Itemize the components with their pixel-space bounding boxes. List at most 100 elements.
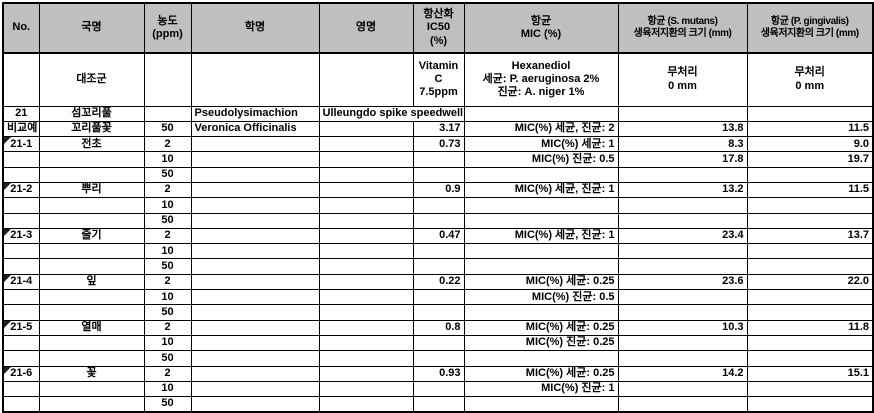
cell-mic[interactable]: MIC(%) 세균: 1: [463, 136, 619, 153]
cell-ic50[interactable]: 0.47: [412, 227, 465, 245]
cell-kname[interactable]: [38, 396, 145, 413]
cell-pgingivalis[interactable]: 13.7: [746, 227, 874, 245]
col-header-kname[interactable]: 국명: [38, 2, 145, 54]
cell-kname[interactable]: 대조군: [38, 52, 145, 107]
cell-kname[interactable]: [38, 258, 145, 275]
cell-smutans[interactable]: [617, 166, 748, 183]
cell-kname[interactable]: [38, 151, 145, 168]
cell-mic[interactable]: [463, 212, 619, 229]
cell-pgingivalis[interactable]: [746, 258, 874, 275]
cell-mic[interactable]: Hexanediol 세균: P. aeruginosa 2% 진균: A. n…: [463, 52, 619, 107]
cell-sciname[interactable]: [190, 151, 320, 168]
cell-conc[interactable]: 10: [143, 197, 192, 214]
col-header-engname[interactable]: 영명: [318, 2, 414, 54]
cell-smutans[interactable]: [617, 350, 748, 367]
cell-kname[interactable]: [38, 166, 145, 183]
cell-sciname[interactable]: [190, 181, 320, 199]
cell-ic50[interactable]: [412, 197, 465, 214]
cell-ic50[interactable]: Vitamin C 7.5ppm: [412, 52, 465, 107]
cell-smutans[interactable]: 23.4: [617, 227, 748, 245]
cell-mic[interactable]: MIC(%) 진균: 1: [463, 380, 619, 398]
cell-conc[interactable]: 50: [143, 304, 192, 321]
cell-no[interactable]: [2, 166, 40, 183]
cell-ic50[interactable]: 0.93: [412, 365, 465, 382]
cell-engname[interactable]: [318, 166, 414, 183]
cell-pgingivalis[interactable]: [746, 166, 874, 183]
cell-mic[interactable]: [463, 258, 619, 275]
cell-no[interactable]: 21: [2, 105, 40, 122]
cell-conc[interactable]: [143, 52, 192, 107]
cell-ic50[interactable]: 0.22: [412, 273, 465, 291]
cell-engname[interactable]: [318, 380, 414, 398]
cell-no[interactable]: 21-5: [2, 319, 40, 336]
cell-kname[interactable]: [38, 212, 145, 229]
cell-engname[interactable]: [318, 289, 414, 306]
cell-sciname[interactable]: [190, 304, 320, 321]
cell-kname[interactable]: 섬꼬리풀: [38, 105, 145, 122]
cell-conc[interactable]: 2: [143, 181, 192, 199]
cell-engname[interactable]: [318, 212, 414, 229]
cell-ic50[interactable]: [412, 258, 465, 275]
cell-conc[interactable]: 50: [143, 212, 192, 229]
cell-mic[interactable]: MIC(%) 세균, 진균: 1: [463, 227, 619, 245]
cell-smutans[interactable]: [617, 243, 748, 260]
cell-smutans[interactable]: [617, 304, 748, 321]
col-header-smutans[interactable]: 항균 (S. mutans) 생육저지환의 크기 (mm): [617, 2, 748, 54]
cell-conc[interactable]: 50: [143, 350, 192, 367]
cell-sciname[interactable]: [190, 212, 320, 229]
cell-smutans[interactable]: [617, 380, 748, 398]
cell-ic50[interactable]: 0.73: [412, 136, 465, 153]
cell-pgingivalis[interactable]: [746, 380, 874, 398]
cell-pgingivalis[interactable]: 11.8: [746, 319, 874, 336]
cell-pgingivalis[interactable]: [746, 334, 874, 352]
cell-engname[interactable]: [318, 136, 414, 153]
cell-conc[interactable]: 50: [143, 120, 192, 138]
cell-no[interactable]: 21-4: [2, 273, 40, 291]
cell-ic50[interactable]: [412, 212, 465, 229]
cell-ic50[interactable]: [412, 350, 465, 367]
cell-smutans[interactable]: 14.2: [617, 365, 748, 382]
cell-mic[interactable]: MIC(%) 세균: 0.25: [463, 365, 619, 382]
cell-sciname[interactable]: Pseudolysimachion: [190, 105, 320, 122]
cell-kname[interactable]: [38, 380, 145, 398]
cell-no[interactable]: [2, 197, 40, 214]
cell-no[interactable]: [2, 380, 40, 398]
cell-mic[interactable]: [463, 105, 619, 122]
cell-no[interactable]: 21-6: [2, 365, 40, 382]
col-header-sciname[interactable]: 학명: [190, 2, 320, 54]
cell-pgingivalis[interactable]: 무처리 0 mm: [746, 52, 874, 107]
cell-ic50[interactable]: [412, 243, 465, 260]
cell-pgingivalis[interactable]: 19.7: [746, 151, 874, 168]
cell-mic[interactable]: [463, 166, 619, 183]
cell-conc[interactable]: 10: [143, 289, 192, 306]
cell-engname[interactable]: [318, 350, 414, 367]
cell-ic50[interactable]: 0.8: [412, 319, 465, 336]
cell-smutans[interactable]: [617, 105, 748, 122]
cell-no[interactable]: 21-1: [2, 136, 40, 153]
cell-mic[interactable]: MIC(%) 세균, 진균: 2: [463, 120, 619, 138]
cell-smutans[interactable]: 13.8: [617, 120, 748, 138]
cell-pgingivalis[interactable]: 15.1: [746, 365, 874, 382]
cell-conc[interactable]: 10: [143, 243, 192, 260]
cell-conc[interactable]: [143, 105, 192, 122]
cell-pgingivalis[interactable]: [746, 350, 874, 367]
cell-smutans[interactable]: 13.2: [617, 181, 748, 199]
cell-ic50[interactable]: [412, 166, 465, 183]
cell-smutans[interactable]: [617, 197, 748, 214]
cell-ic50[interactable]: [412, 289, 465, 306]
cell-no[interactable]: 21-3: [2, 227, 40, 245]
cell-conc[interactable]: 2: [143, 365, 192, 382]
cell-sciname[interactable]: [190, 380, 320, 398]
cell-sciname[interactable]: [190, 243, 320, 260]
cell-kname[interactable]: 뿌리: [38, 181, 145, 199]
cell-no[interactable]: [2, 243, 40, 260]
cell-no[interactable]: [2, 396, 40, 413]
cell-smutans[interactable]: 무처리 0 mm: [617, 52, 748, 107]
cell-no[interactable]: [2, 289, 40, 306]
cell-ic50[interactable]: [412, 151, 465, 168]
cell-sciname[interactable]: [190, 396, 320, 413]
cell-pgingivalis[interactable]: 11.5: [746, 181, 874, 199]
cell-sciname[interactable]: [190, 197, 320, 214]
cell-ic50[interactable]: [412, 396, 465, 413]
cell-conc[interactable]: 10: [143, 151, 192, 168]
